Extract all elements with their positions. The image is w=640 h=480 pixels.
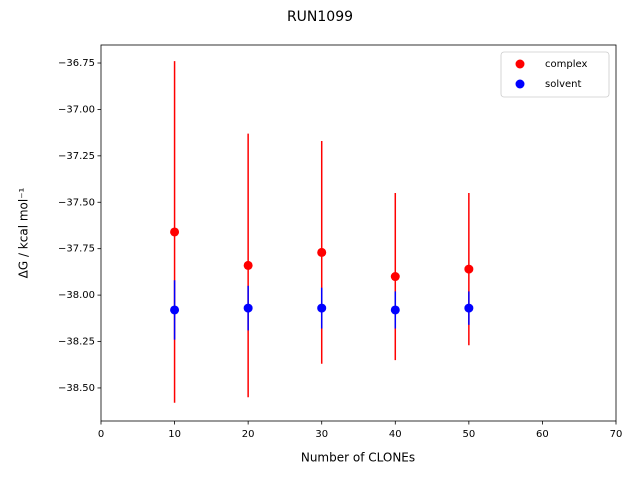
x-axis-label: Number of CLONEs — [301, 451, 415, 465]
point — [243, 303, 253, 313]
y-tick-label: −37.25 — [58, 151, 95, 162]
point — [464, 303, 474, 313]
point — [464, 264, 474, 274]
x-tick-label: 10 — [168, 429, 181, 440]
point — [243, 260, 253, 270]
x-tick-label: 30 — [315, 429, 328, 440]
y-tick-label: −37.00 — [58, 104, 95, 115]
y-tick-label: −37.50 — [58, 197, 95, 208]
y-tick-label: −38.50 — [58, 383, 95, 394]
point — [317, 247, 327, 257]
x-tick-label: 50 — [462, 429, 475, 440]
chart-title: RUN1099 — [287, 9, 353, 25]
legend-marker — [515, 59, 525, 69]
legend-box — [500, 51, 610, 98]
legend-marker — [515, 79, 525, 89]
point — [390, 305, 400, 315]
y-tick-label: −38.25 — [58, 337, 95, 348]
x-tick-label: 20 — [242, 429, 255, 440]
x-tick-label: 0 — [98, 429, 104, 440]
x-tick-label: 40 — [389, 429, 402, 440]
y-tick-label: −36.75 — [58, 58, 95, 69]
point — [170, 227, 180, 237]
x-tick-label: 60 — [536, 429, 549, 440]
y-axis-label: ΔG / kcal mol⁻¹ — [17, 187, 31, 278]
x-tick-label: 70 — [610, 429, 623, 440]
y-tick-label: −38.00 — [58, 290, 95, 301]
point — [390, 272, 400, 282]
legend-label: complex — [545, 59, 587, 70]
y-tick-label: −37.75 — [58, 244, 95, 255]
point — [317, 303, 327, 313]
legend-label: solvent — [545, 79, 582, 90]
plot-frame — [100, 44, 617, 422]
point — [170, 305, 180, 315]
